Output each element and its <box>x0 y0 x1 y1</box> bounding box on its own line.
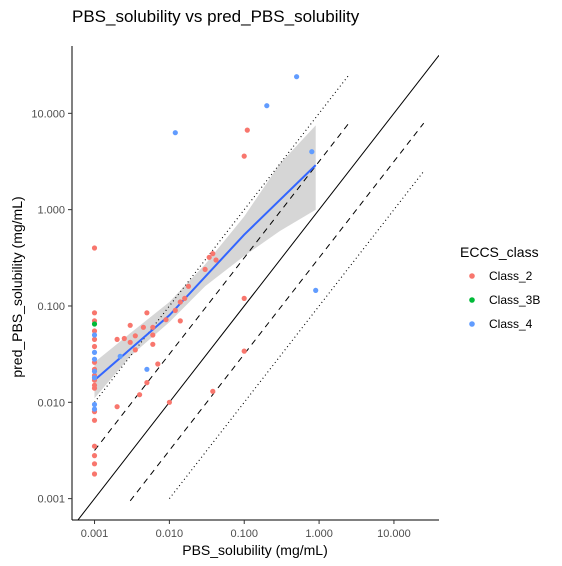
chart-title: PBS_solubility vs pred_PBS_solubility <box>72 7 360 26</box>
x-tick-label: 10.000 <box>377 528 411 540</box>
data-point-class-4 <box>91 332 98 338</box>
data-point-class-2 <box>177 299 183 305</box>
reference-line-dashed <box>129 122 425 502</box>
y-tick-label: 0.010 <box>37 397 65 409</box>
data-point-class-4 <box>91 368 98 374</box>
data-point-class-2 <box>91 461 98 467</box>
legend-label-class-4: Class_4 <box>489 317 533 331</box>
data-point-class-2 <box>91 385 98 391</box>
data-point-class-4 <box>91 406 98 412</box>
data-point-class-4 <box>264 103 270 109</box>
data-point-class-2 <box>91 245 98 251</box>
data-point-class-4 <box>117 353 123 359</box>
y-axis-title: pred_PBS_solubility (mg/mL) <box>9 196 25 377</box>
fit-line <box>93 164 317 381</box>
points-layer <box>91 74 319 477</box>
data-point-class-2 <box>121 335 127 342</box>
data-point-class-2 <box>114 336 120 342</box>
data-point-class-2 <box>185 283 192 289</box>
data-point-class-2 <box>114 404 120 410</box>
confidence-ribbon-layer <box>94 125 316 399</box>
data-point-class-2 <box>91 453 98 459</box>
reference-line-solid <box>77 55 439 520</box>
y-tick-label: 0.001 <box>37 494 65 506</box>
data-point-class-2 <box>127 322 133 328</box>
ticks-layer: 0.001 0.010 0.100 1.000 10.000 0.001 0.010 0.10… <box>31 108 410 540</box>
x-tick-label: 0.100 <box>230 528 258 540</box>
data-point-class-4 <box>91 375 98 381</box>
data-point-class-2 <box>172 307 178 313</box>
legend-label-class-2: Class_2 <box>489 269 533 283</box>
data-point-class-2 <box>140 324 146 330</box>
data-point-class-2 <box>202 266 208 272</box>
data-point-class-4 <box>313 287 319 293</box>
data-point-class-2 <box>210 251 216 257</box>
data-point-class-2 <box>137 392 143 398</box>
data-point-class-2 <box>241 153 247 159</box>
data-point-class-4 <box>144 366 150 372</box>
data-point-class-2 <box>91 443 98 449</box>
data-point-class-4 <box>172 130 178 136</box>
data-point-class-2 <box>132 333 138 339</box>
data-point-class-4 <box>294 74 300 80</box>
data-point-class-2 <box>210 388 216 394</box>
data-point-class-4 <box>91 356 98 362</box>
x-axis-title: PBS_solubility (mg/mL) <box>182 542 328 558</box>
data-point-class-2 <box>91 328 98 334</box>
data-point-class-2 <box>155 361 161 367</box>
data-point-class-2 <box>144 380 150 386</box>
data-point-class-2 <box>213 257 219 263</box>
y-tick-label: 10.000 <box>31 108 65 120</box>
x-tick-label: 0.010 <box>156 528 184 540</box>
data-point-class-4 <box>309 149 315 155</box>
legend-label-class-3b: Class_3B <box>489 293 540 307</box>
data-point-class-2 <box>177 318 183 324</box>
data-point-class-2 <box>241 348 247 354</box>
data-point-class-2 <box>91 310 98 316</box>
data-point-class-2 <box>163 317 169 323</box>
reference-lines-layer <box>77 55 439 520</box>
data-point-class-2 <box>241 295 247 301</box>
fit-line-layer <box>93 164 317 381</box>
legend-swatch-class-2 <box>469 273 475 279</box>
confidence-ribbon <box>94 125 316 399</box>
data-point-class-2 <box>132 347 138 353</box>
data-point-class-2 <box>150 324 156 330</box>
data-point-class-2 <box>244 127 250 133</box>
legend-title: ECCS_class <box>460 244 539 260</box>
axes-layer <box>71 46 439 521</box>
data-point-class-2 <box>206 254 212 260</box>
reference-line-dashed <box>94 122 350 451</box>
data-point-class-2 <box>150 332 156 338</box>
data-point-class-2 <box>144 310 150 316</box>
data-point-class-4 <box>91 401 98 408</box>
data-point-class-2 <box>91 336 98 342</box>
legend: ECCS_class Class_2 Class_3B Class_4 <box>460 244 540 331</box>
data-point-class-2 <box>91 471 98 477</box>
data-point-class-4 <box>91 349 98 355</box>
data-point-class-2 <box>166 399 172 405</box>
x-tick-label: 1.000 <box>305 528 333 540</box>
data-point-class-2 <box>150 341 156 347</box>
data-point-class-2 <box>91 417 98 423</box>
y-tick-label: 1.000 <box>37 205 65 217</box>
y-tick-label: 0.100 <box>37 301 65 313</box>
legend-swatch-class-3b <box>469 297 475 303</box>
data-point-class-2 <box>127 339 133 345</box>
data-point-class-2 <box>91 343 98 350</box>
x-tick-label: 0.001 <box>81 528 109 540</box>
data-point-class-3b <box>91 321 98 327</box>
data-point-class-2 <box>182 295 188 301</box>
legend-swatch-class-4 <box>469 321 475 327</box>
